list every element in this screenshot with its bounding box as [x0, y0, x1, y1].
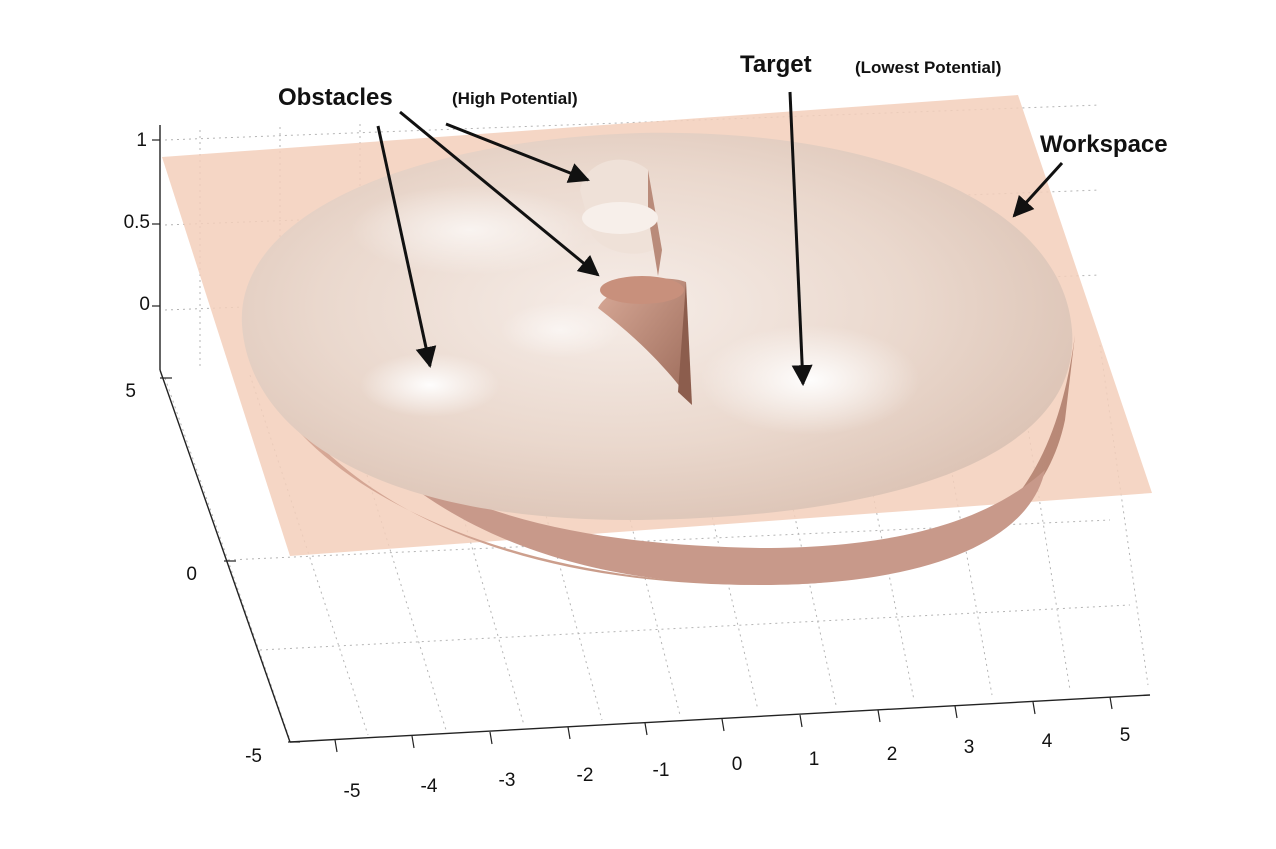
- x-tick-label: -4: [421, 776, 438, 797]
- gridline: [1014, 347, 1071, 691]
- z-tick-labels: 1 0.5 0: [124, 130, 150, 315]
- x-tick-labels: -5 -4 -3 -2 -1 0 1 2 3 4 5: [344, 725, 1131, 802]
- x-tick: [411, 735, 415, 749]
- gridline: [164, 377, 291, 741]
- gridline: [844, 353, 915, 701]
- x-tick-label: 5: [1120, 725, 1131, 746]
- x-axis-line: [289, 694, 1151, 743]
- annotation-obstacles: Obstacles: [278, 84, 393, 111]
- x-tick-label: 1: [809, 749, 820, 770]
- z-tick-label: 1: [136, 130, 147, 151]
- x-tick-label: 4: [1042, 731, 1053, 752]
- surface-highlight: [700, 325, 920, 435]
- obstacle-top: [580, 159, 662, 276]
- x-tick: [489, 731, 493, 745]
- surface-highlight: [500, 302, 620, 358]
- ticks: [152, 139, 1113, 753]
- annotation-workspace: Workspace: [1040, 131, 1168, 158]
- annotation-obstacles-note: (High Potential): [452, 89, 578, 108]
- x-tick: [954, 705, 958, 719]
- x-tick: [1032, 701, 1036, 715]
- annotations: Obstacles (High Potential) Target (Lowes…: [278, 51, 1168, 158]
- arrow-obstacle-center: [399, 110, 600, 277]
- arrow-obstacle-top: [445, 122, 590, 183]
- obstacle-center: [598, 276, 692, 405]
- x-tick: [644, 722, 648, 736]
- x-tick: [1109, 696, 1113, 710]
- gridline: [259, 604, 1131, 651]
- x-tick-label: 3: [964, 737, 975, 758]
- y-tick-label: 5: [125, 381, 136, 402]
- y-tick-labels: 5 0 -5: [125, 381, 262, 767]
- surface-highlight: [360, 353, 500, 417]
- arrow-target: [788, 91, 813, 387]
- gridline: [334, 371, 447, 731]
- x-tick-label: -5: [344, 781, 361, 802]
- z-tick-label: 0: [139, 294, 150, 315]
- x-tick: [877, 709, 881, 723]
- annotation-target-note: (Lowest Potential): [855, 58, 1001, 77]
- x-tick-label: -3: [499, 770, 516, 791]
- annotation-target: Target: [740, 51, 812, 78]
- x-tick: [721, 718, 725, 732]
- x-tick-label: 2: [887, 744, 898, 765]
- arrow-workspace: [1012, 161, 1064, 218]
- x-tick: [799, 714, 803, 728]
- y-tick-label: 0: [186, 564, 197, 585]
- arrow-obstacle-left: [376, 125, 437, 369]
- y-axis-line: [159, 369, 291, 743]
- x-tick-label: -2: [577, 765, 594, 786]
- x-tick: [334, 739, 338, 753]
- annotation-arrows: [376, 91, 1064, 387]
- x-tick-label: -1: [653, 760, 670, 781]
- axes: [159, 125, 1151, 743]
- x-tick-label: 0: [732, 754, 743, 775]
- x-tick: [567, 726, 571, 740]
- potential-disk-wall: [350, 430, 1045, 585]
- surface-highlight: [350, 185, 590, 275]
- z-tick-label: 0.5: [124, 212, 150, 233]
- y-tick-label: -5: [245, 746, 262, 767]
